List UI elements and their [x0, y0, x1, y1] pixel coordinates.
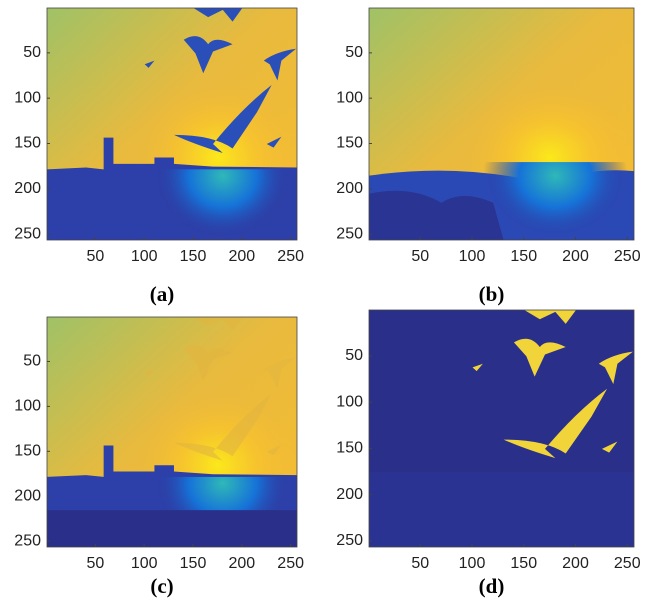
y-tick-label: 250	[14, 225, 41, 242]
x-tick-label: 50	[411, 555, 429, 572]
axes-frame	[46, 316, 298, 548]
x-tick-label: 200	[228, 555, 255, 572]
x-tick-label: 200	[562, 555, 589, 572]
x-tick-label: 150	[180, 555, 207, 572]
panel-label: (b)	[479, 282, 505, 306]
x-tick-label: 250	[277, 555, 304, 572]
x-tick-label: 150	[180, 248, 207, 265]
x-tick-label: 100	[131, 248, 158, 265]
y-tick-label: 50	[23, 44, 41, 61]
x-tick-label: 200	[562, 248, 589, 265]
y-tick-label: 100	[14, 398, 41, 415]
x-tick-label: 50	[411, 248, 429, 265]
y-tick-label: 100	[336, 89, 363, 106]
x-tick-label: 250	[277, 248, 304, 265]
x-tick-label: 100	[459, 555, 486, 572]
image-c	[47, 317, 298, 547]
x-tick-label: 250	[614, 555, 641, 572]
y-tick-label: 50	[23, 353, 41, 370]
y-tick-label: 100	[14, 89, 41, 106]
y-tick-label: 200	[336, 180, 363, 197]
x-tick-label: 50	[86, 248, 104, 265]
y-tick-label: 100	[336, 393, 363, 410]
panel-label: (a)	[150, 282, 175, 306]
axes-frame	[368, 309, 635, 548]
x-tick-label: 150	[510, 555, 537, 572]
y-tick-label: 150	[14, 443, 41, 460]
y-tick-label: 250	[14, 532, 41, 549]
y-tick-label: 250	[336, 225, 363, 242]
y-tick-label: 150	[336, 135, 363, 152]
panel-label: (c)	[150, 574, 173, 598]
y-tick-label: 50	[345, 44, 363, 61]
x-tick-label: 200	[228, 248, 255, 265]
y-tick-label: 150	[336, 440, 363, 457]
y-tick-label: 150	[14, 135, 41, 152]
image-b	[369, 8, 635, 241]
y-tick-label: 200	[14, 180, 41, 197]
image-a	[47, 8, 298, 241]
x-tick-label: 50	[86, 555, 104, 572]
axes-frame	[368, 7, 635, 241]
x-tick-label: 150	[510, 248, 537, 265]
panel-label: (d)	[479, 574, 505, 598]
y-tick-label: 200	[14, 487, 41, 504]
x-tick-label: 250	[614, 248, 641, 265]
axes-frame	[46, 7, 298, 241]
x-tick-label: 100	[131, 555, 158, 572]
y-tick-label: 50	[345, 347, 363, 364]
y-tick-label: 250	[336, 532, 363, 549]
x-tick-label: 100	[459, 248, 486, 265]
y-tick-label: 200	[336, 486, 363, 503]
image-d	[369, 310, 635, 548]
